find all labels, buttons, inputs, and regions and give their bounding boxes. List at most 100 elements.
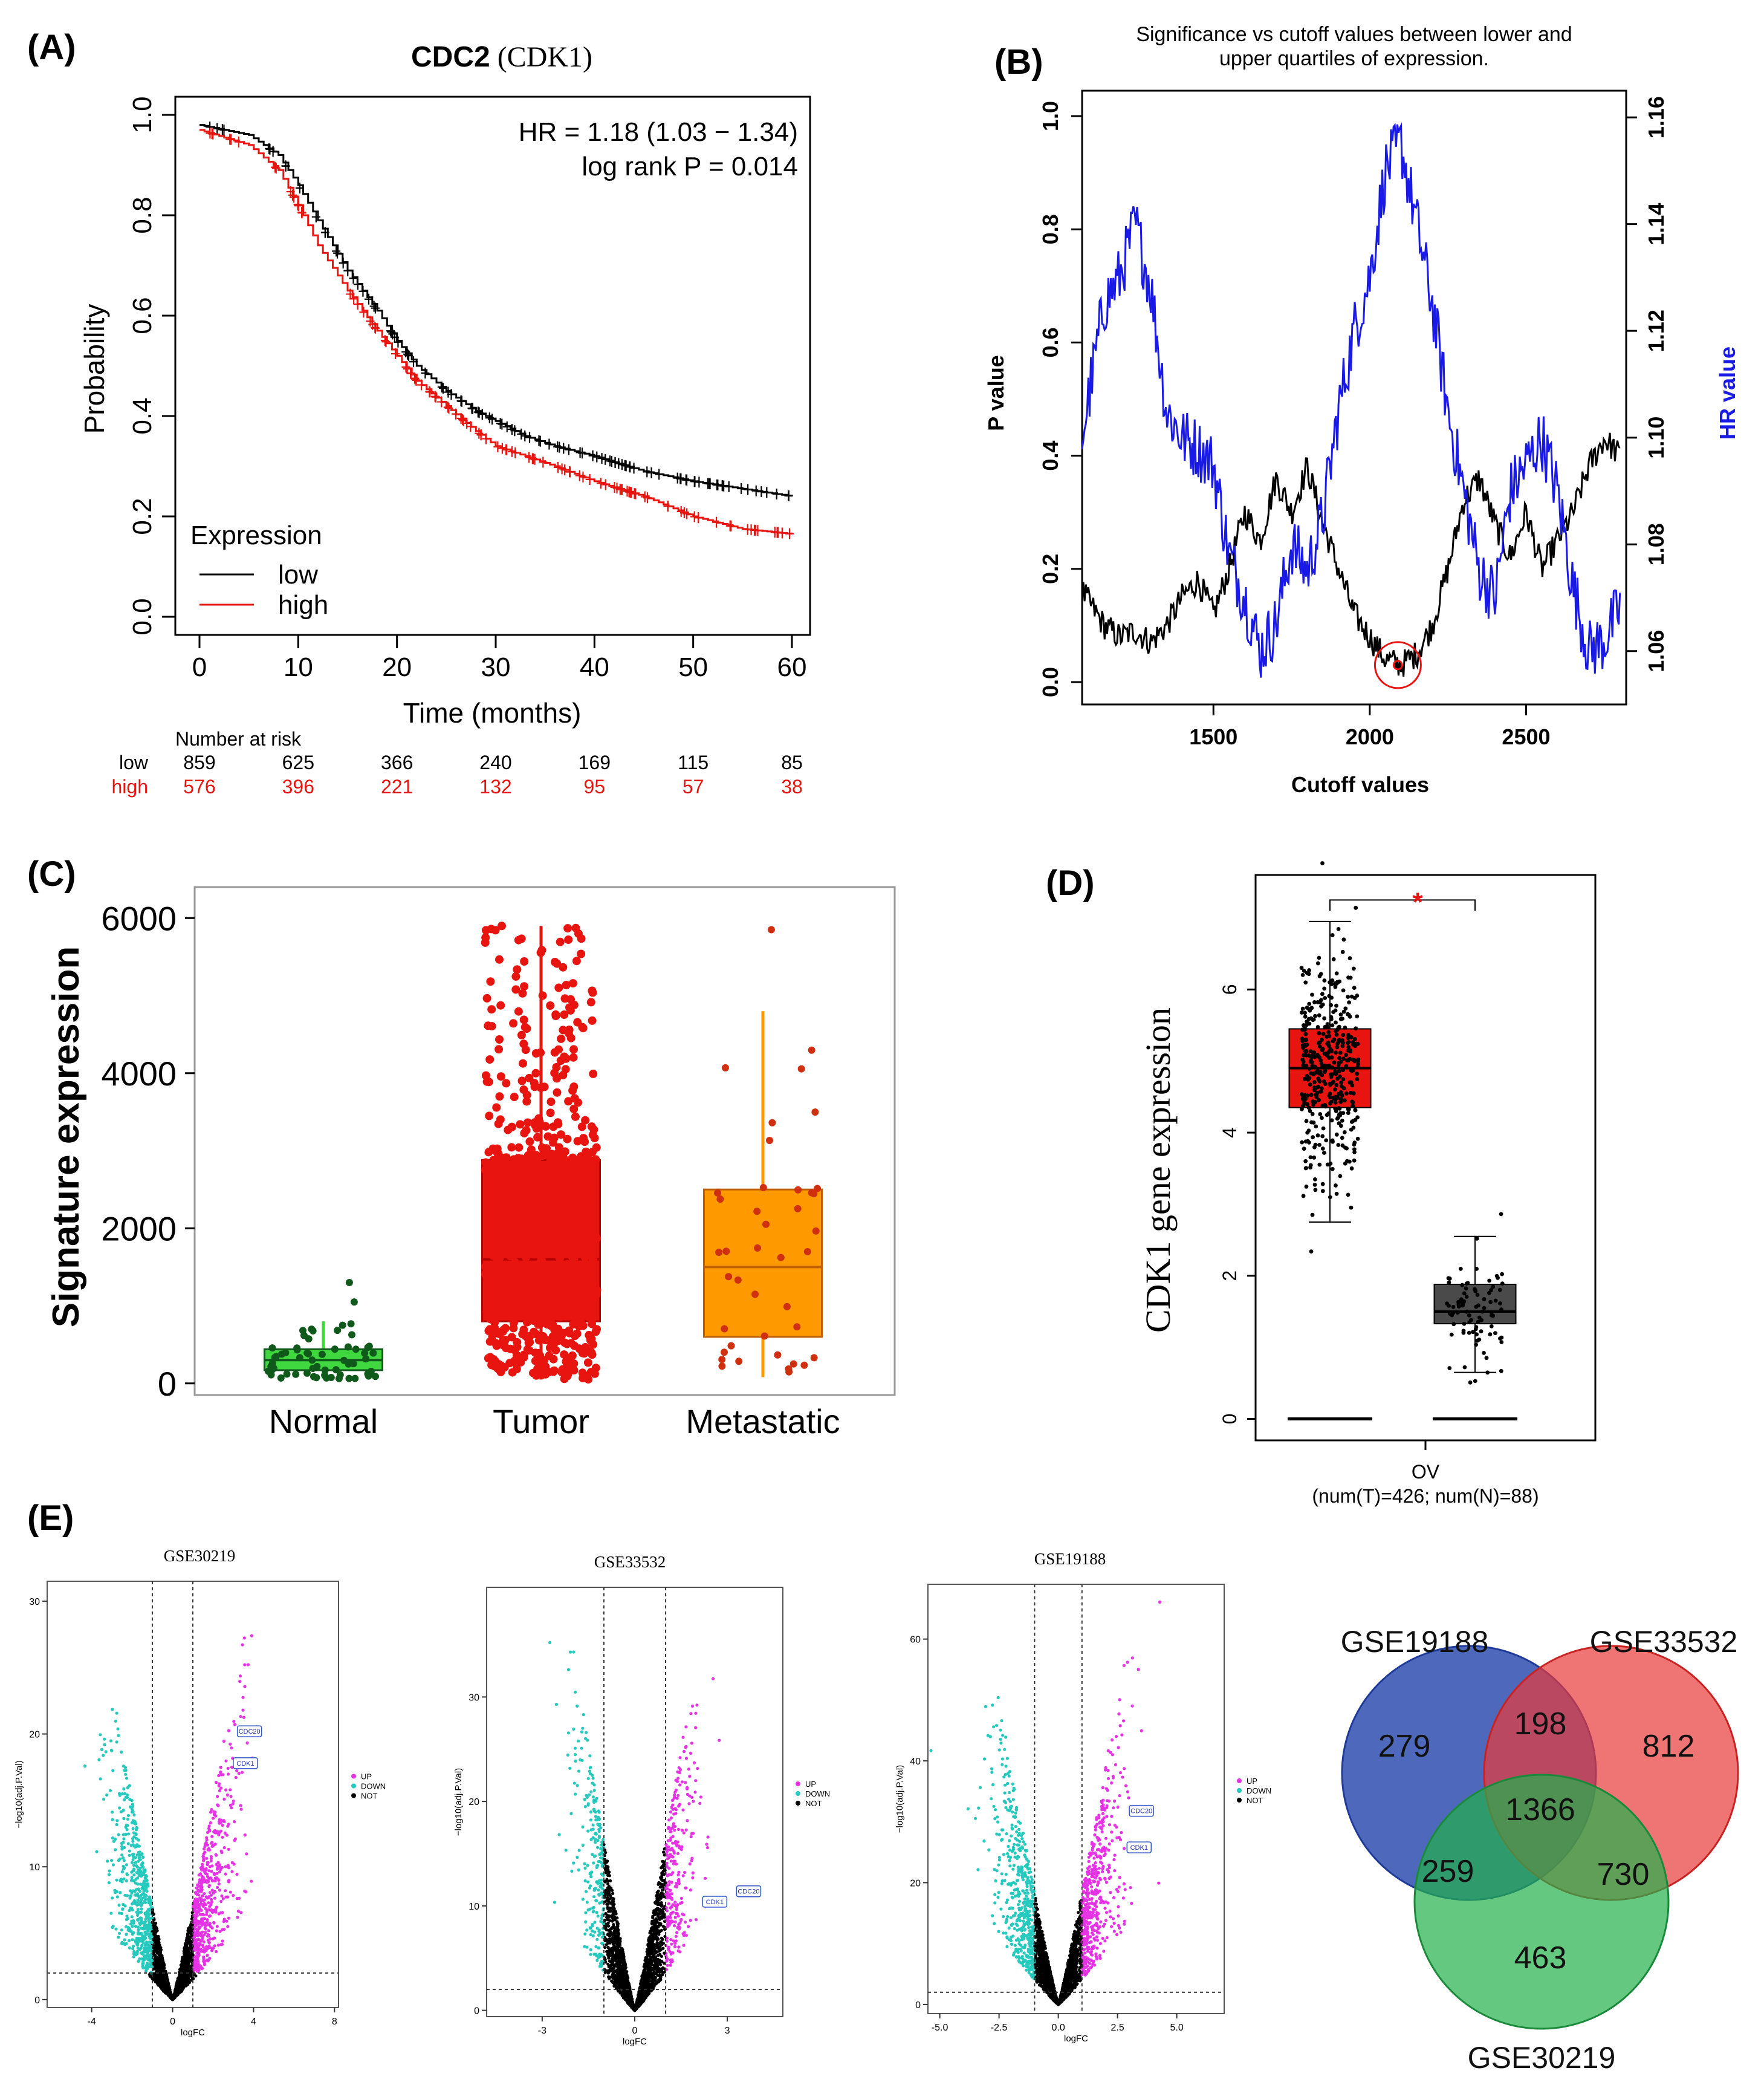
- point: [1344, 1064, 1349, 1068]
- point: [549, 1138, 557, 1147]
- risk-value-high: 57: [683, 776, 704, 798]
- point: [1489, 1288, 1494, 1293]
- point: [574, 1759, 577, 1763]
- point: [1448, 1312, 1453, 1316]
- point: [169, 1990, 172, 1994]
- y-axis-label: −log10(adj.P.Val): [14, 1760, 24, 1828]
- point: [1311, 1099, 1315, 1104]
- censor-mark: [281, 160, 290, 172]
- point: [211, 1816, 215, 1820]
- point: [1331, 957, 1336, 961]
- point: [498, 922, 506, 931]
- point: [484, 1298, 492, 1307]
- censor-mark: [444, 402, 453, 414]
- point: [562, 1054, 571, 1063]
- point: [669, 1938, 673, 1942]
- point: [1315, 1025, 1320, 1029]
- point: [122, 1837, 126, 1841]
- point: [1301, 1104, 1306, 1108]
- point: [516, 1120, 525, 1129]
- point: [227, 1847, 230, 1851]
- point: [495, 955, 504, 964]
- point: [137, 1872, 141, 1876]
- point: [224, 1865, 227, 1868]
- point: [1347, 956, 1352, 960]
- censor-mark: [475, 407, 484, 418]
- point: [514, 1241, 523, 1250]
- point: [292, 1370, 300, 1378]
- point: [1474, 1267, 1479, 1271]
- point: [203, 1842, 207, 1845]
- point: [589, 1069, 598, 1078]
- risk-value-low: 366: [381, 752, 413, 773]
- point: [518, 989, 527, 998]
- point: [131, 1827, 135, 1830]
- point: [216, 1861, 220, 1864]
- point: [143, 1880, 146, 1884]
- point: [208, 1914, 212, 1918]
- point: [508, 1368, 517, 1377]
- censor-mark: [647, 467, 656, 478]
- censor-mark: [388, 328, 397, 340]
- risk-value-high: 38: [781, 776, 803, 798]
- point: [207, 1929, 210, 1933]
- point: [186, 1941, 189, 1945]
- point: [721, 1325, 728, 1333]
- x-tick-label-a: 50: [678, 652, 708, 682]
- point: [131, 1837, 135, 1841]
- point: [1309, 1093, 1314, 1098]
- point: [243, 1685, 247, 1688]
- point: [308, 1325, 316, 1333]
- point: [111, 1818, 114, 1821]
- point: [97, 1758, 101, 1761]
- risk-value-low: 859: [183, 752, 215, 773]
- point: [1474, 1325, 1479, 1330]
- point: [206, 1918, 209, 1922]
- censor-mark: [451, 408, 460, 420]
- point: [557, 1269, 566, 1278]
- censor-mark: [333, 247, 342, 259]
- point: [557, 1034, 566, 1043]
- point: [1313, 1013, 1317, 1018]
- point: [224, 1895, 228, 1899]
- point: [491, 1326, 500, 1335]
- point: [126, 1785, 130, 1789]
- point: [1471, 1330, 1476, 1335]
- censor-mark: [481, 433, 490, 444]
- point: [372, 1373, 379, 1380]
- point: [215, 1867, 219, 1871]
- point: [111, 1863, 115, 1867]
- censor-mark: [536, 435, 545, 447]
- point: [1499, 1340, 1504, 1344]
- point: [1329, 1003, 1334, 1007]
- point: [540, 1173, 548, 1182]
- point: [185, 1982, 189, 1985]
- censor-mark: [207, 128, 216, 140]
- point: [1484, 1356, 1489, 1361]
- point: [589, 1307, 598, 1316]
- point: [224, 1788, 228, 1792]
- point: [1332, 1069, 1337, 1074]
- point: [1340, 1038, 1344, 1042]
- point: [235, 1873, 239, 1876]
- point: [124, 1772, 128, 1776]
- censor-mark: [403, 348, 412, 360]
- point: [1462, 1365, 1467, 1370]
- point: [227, 1729, 230, 1732]
- point: [565, 1003, 574, 1012]
- point: [202, 1913, 206, 1917]
- point: [1346, 1040, 1351, 1044]
- censor-mark: [597, 453, 606, 464]
- point: [507, 1333, 516, 1342]
- point: [244, 1890, 248, 1894]
- chart-title-b-line2: upper quartiles of expression.: [1219, 47, 1489, 70]
- point: [136, 1892, 140, 1896]
- risk-value-high: 576: [183, 776, 215, 798]
- point: [513, 965, 522, 974]
- x-tick-label-b: 2000: [1346, 724, 1394, 749]
- point: [218, 1888, 222, 1892]
- point: [530, 1082, 539, 1091]
- point: [102, 1754, 105, 1757]
- point: [219, 1766, 222, 1769]
- point: [108, 1869, 111, 1873]
